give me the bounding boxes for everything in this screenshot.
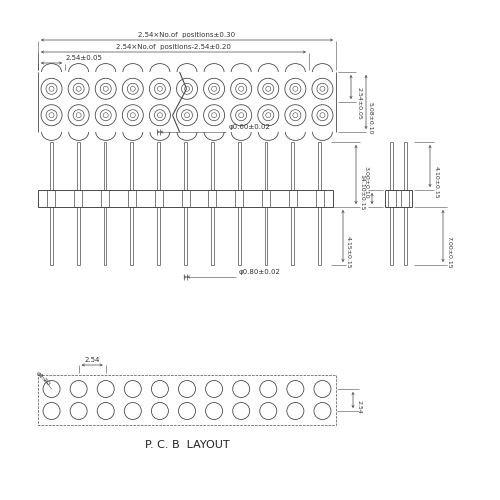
Bar — [182, 190, 190, 207]
Bar — [208, 190, 216, 207]
Bar — [38, 375, 336, 425]
Text: φ1.20: φ1.20 — [34, 370, 50, 386]
Bar — [401, 190, 409, 207]
Text: 2.54±0.05: 2.54±0.05 — [66, 55, 102, 61]
Bar — [385, 190, 412, 207]
Bar — [48, 190, 56, 207]
Text: 7.00±0.15: 7.00±0.15 — [446, 236, 452, 268]
Bar — [289, 190, 297, 207]
Text: φ0.80±0.02: φ0.80±0.02 — [238, 269, 281, 275]
Bar — [74, 190, 82, 207]
Bar — [235, 190, 243, 207]
Text: 2.54±0.05: 2.54±0.05 — [356, 87, 362, 120]
Bar — [316, 190, 324, 207]
Text: 5.08±0.10: 5.08±0.10 — [368, 102, 372, 134]
Text: 2.54: 2.54 — [356, 400, 362, 414]
Bar — [101, 190, 109, 207]
Bar — [262, 190, 270, 207]
Bar — [128, 190, 136, 207]
Text: P. C. B  LAYOUT: P. C. B LAYOUT — [144, 440, 230, 450]
Bar — [154, 190, 162, 207]
Text: 2.54×No.of  positions-2.54±0.20: 2.54×No.of positions-2.54±0.20 — [116, 44, 231, 50]
Text: 14.10±0.15: 14.10±0.15 — [360, 174, 364, 211]
Bar — [38, 190, 333, 207]
Text: 4.15±0.15: 4.15±0.15 — [346, 236, 350, 268]
Text: 2.54×No.of  positions±0.30: 2.54×No.of positions±0.30 — [138, 32, 235, 38]
Text: 4.10±0.15: 4.10±0.15 — [434, 166, 438, 198]
Text: 3.00±0.10: 3.00±0.10 — [364, 166, 368, 198]
Bar — [388, 190, 396, 207]
Text: 2.54: 2.54 — [84, 357, 100, 363]
Text: φ0.60±0.02: φ0.60±0.02 — [228, 124, 270, 130]
